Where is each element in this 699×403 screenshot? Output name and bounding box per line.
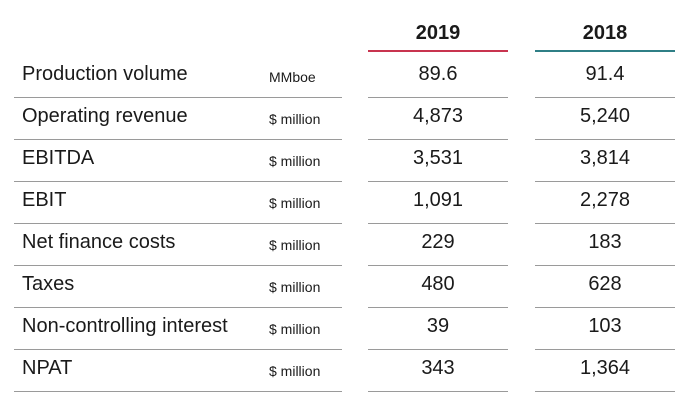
value-2019: 39 <box>426 315 450 337</box>
row-unit: $ million <box>269 237 321 253</box>
column-header-2018: 2018 <box>535 20 675 52</box>
value-2018: 91.4 <box>585 63 625 85</box>
table-row: Non-controlling interest $ million 39 10… <box>0 308 699 350</box>
value-2018: 183 <box>588 231 622 253</box>
value-2018: 628 <box>588 273 622 295</box>
row-divider <box>368 181 508 182</box>
row-divider <box>535 97 675 98</box>
table-row: NPAT $ million 343 1,364 <box>0 350 699 392</box>
row-divider <box>368 139 508 140</box>
row-divider <box>535 391 675 392</box>
row-label: Non-controlling interest <box>22 315 228 337</box>
table-row: Production volume MMboe 89.6 91.4 <box>0 56 699 98</box>
value-2018: 3,814 <box>579 147 631 169</box>
column-header-2019: 2019 <box>368 20 508 52</box>
value-2019: 1,091 <box>412 189 464 211</box>
row-divider <box>535 265 675 266</box>
row-divider <box>14 307 342 308</box>
row-unit: $ million <box>269 279 321 295</box>
row-unit: MMboe <box>269 69 316 85</box>
row-label: NPAT <box>22 357 73 379</box>
row-divider <box>14 139 342 140</box>
row-label: Operating revenue <box>22 105 188 127</box>
row-divider <box>14 223 342 224</box>
row-divider <box>14 391 342 392</box>
row-label: EBITDA <box>22 147 95 169</box>
value-2019: 89.6 <box>418 63 458 85</box>
row-divider <box>535 307 675 308</box>
value-2019: 480 <box>421 273 455 295</box>
row-divider <box>368 391 508 392</box>
row-divider <box>14 97 342 98</box>
table-row: Operating revenue $ million 4,873 5,240 <box>0 98 699 140</box>
value-2019: 3,531 <box>412 147 464 169</box>
value-2018: 5,240 <box>579 105 631 127</box>
row-divider <box>14 181 342 182</box>
row-unit: $ million <box>269 153 321 169</box>
table-row: Taxes $ million 480 628 <box>0 266 699 308</box>
row-unit: $ million <box>269 111 321 127</box>
value-2018: 2,278 <box>579 189 631 211</box>
value-2019: 229 <box>421 231 455 253</box>
row-divider <box>368 223 508 224</box>
value-2018: 103 <box>588 315 622 337</box>
value-2019: 4,873 <box>412 105 464 127</box>
row-divider <box>535 139 675 140</box>
row-divider <box>535 181 675 182</box>
row-label: EBIT <box>22 189 67 211</box>
value-2018: 1,364 <box>579 357 631 379</box>
table-row: Net finance costs $ million 229 183 <box>0 224 699 266</box>
row-label: Net finance costs <box>22 231 176 253</box>
row-divider <box>14 349 342 350</box>
row-unit: $ million <box>269 363 321 379</box>
table-row: EBITDA $ million 3,531 3,814 <box>0 140 699 182</box>
row-unit: $ million <box>269 195 321 211</box>
table-row: EBIT $ million 1,091 2,278 <box>0 182 699 224</box>
row-divider <box>368 97 508 98</box>
row-label: Taxes <box>22 273 75 295</box>
row-divider <box>14 265 342 266</box>
row-unit: $ million <box>269 321 321 337</box>
row-divider <box>535 223 675 224</box>
row-divider <box>368 265 508 266</box>
row-divider <box>368 307 508 308</box>
value-2019: 343 <box>421 357 455 379</box>
row-divider <box>368 349 508 350</box>
row-label: Production volume <box>22 63 188 85</box>
row-divider <box>535 349 675 350</box>
